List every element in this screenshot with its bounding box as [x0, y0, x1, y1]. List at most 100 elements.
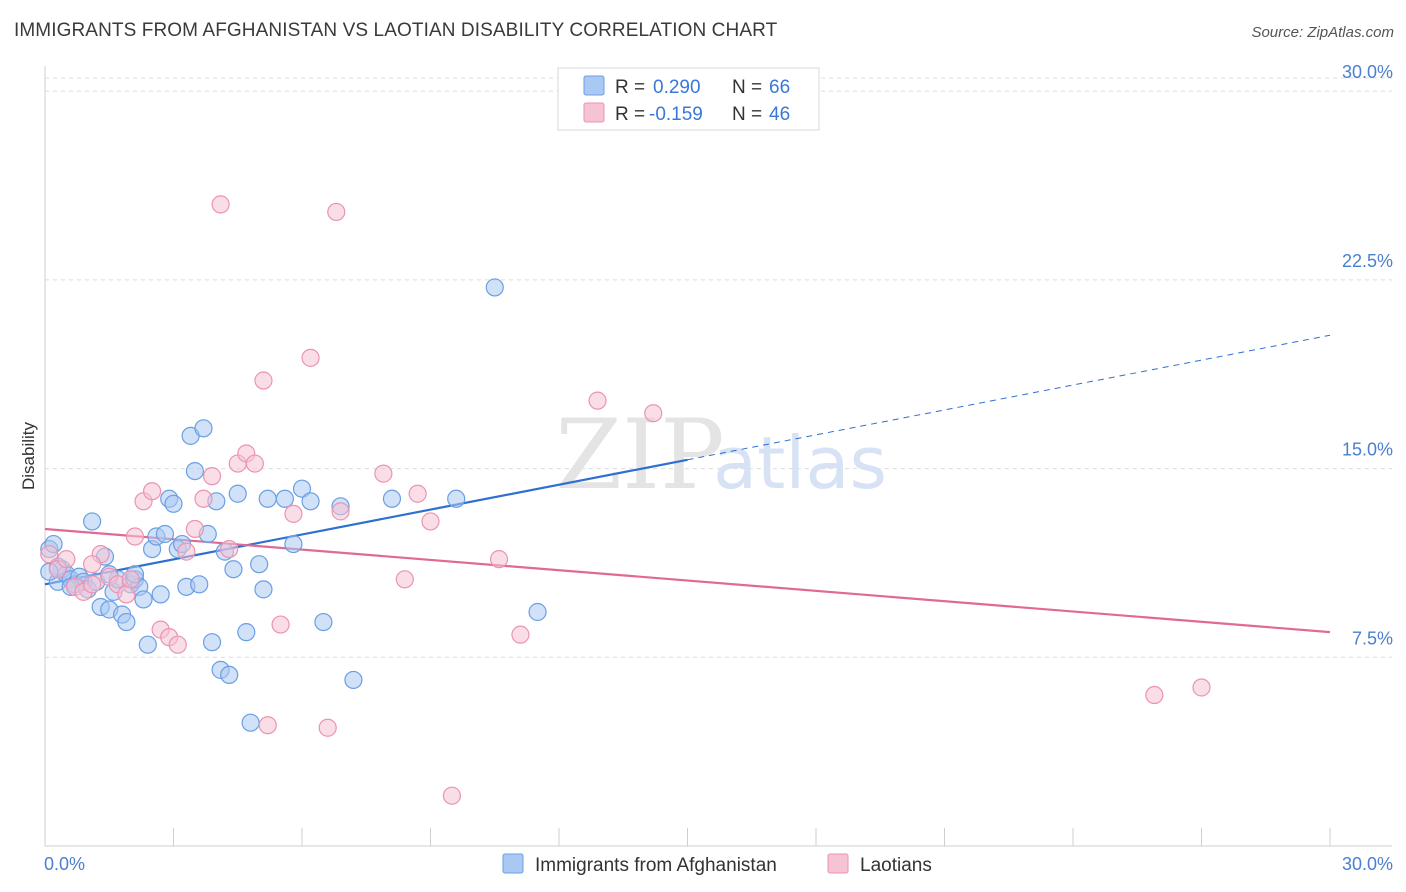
bottom-legend: Immigrants from Afghanistan Laotians	[502, 853, 932, 876]
point-laotians-26	[258, 716, 277, 735]
y-tick-label-0: 7.5%	[1352, 628, 1393, 648]
y-tick-label-2: 22.5%	[1342, 251, 1393, 271]
point-laotians-45	[83, 555, 102, 574]
trend-line-1	[44, 527, 1331, 634]
legend-n-value-1: 66	[769, 77, 790, 98]
point-afghanistan-52	[292, 479, 312, 498]
trend-line-0	[44, 458, 688, 586]
watermark: ZIP atlas	[555, 399, 887, 511]
point-laotians-16	[177, 542, 196, 561]
point-laotians-24	[245, 454, 264, 473]
watermark-atlas: atlas	[713, 421, 887, 505]
point-laotians-25	[254, 371, 273, 390]
point-afghanistan-60	[528, 602, 547, 622]
point-laotians-42	[1145, 685, 1164, 705]
y-axis-label: Disability	[19, 421, 38, 490]
trend-lines	[44, 334, 1331, 634]
point-afghanistan-45	[237, 623, 256, 642]
point-afghanistan-43	[224, 560, 243, 579]
point-laotians-10	[125, 527, 145, 546]
tick-labels: 7.5% 15.0% 22.5% 30.0% 0.0% 30.0%	[44, 62, 1393, 874]
point-afghanistan-23	[138, 635, 157, 654]
legend-n-label-1: N =	[732, 77, 762, 98]
point-laotians-21	[220, 539, 239, 559]
legend-swatch-pink	[583, 102, 605, 123]
point-laotians-39	[511, 625, 530, 644]
point-laotians-2	[57, 550, 76, 569]
point-laotians-5	[83, 575, 102, 594]
chart-title: IMMIGRANTS FROM AFGHANISTAN VS LAOTIAN D…	[14, 20, 778, 41]
point-laotians-20	[211, 195, 230, 214]
point-afghanistan-56	[344, 670, 363, 690]
bottom-legend-swatch-laotians	[827, 853, 849, 874]
point-laotians-43	[1192, 678, 1211, 697]
axes	[44, 66, 1392, 847]
point-laotians-29	[301, 348, 320, 367]
legend-n-label-2: N =	[732, 104, 762, 125]
point-laotians-32	[331, 502, 350, 521]
point-afghanistan-46	[241, 713, 260, 732]
point-afghanistan-35	[190, 575, 209, 594]
point-afghanistan-22	[134, 590, 153, 609]
legend-r-value-1: 0.290	[653, 77, 701, 98]
point-afghanistan-53	[301, 492, 320, 511]
point-laotians-9	[117, 585, 136, 604]
bottom-legend-label-afghanistan: Immigrants from Afghanistan	[535, 855, 777, 876]
point-afghanistan-54	[314, 612, 333, 632]
point-laotians-0	[40, 545, 59, 564]
point-laotians-30	[318, 718, 337, 737]
x-tick-label-0: 0.0%	[44, 854, 85, 874]
point-afghanistan-42	[220, 665, 239, 685]
x-tick-label-1: 30.0%	[1342, 854, 1393, 874]
y-tick-label-1: 15.0%	[1342, 440, 1393, 460]
point-laotians-27	[271, 615, 290, 634]
point-laotians-41	[644, 404, 663, 423]
watermark-zip: ZIP	[555, 399, 724, 511]
point-afghanistan-50	[275, 489, 294, 508]
point-laotians-36	[421, 512, 440, 531]
point-afghanistan-36	[194, 419, 213, 438]
bottom-legend-swatch-afghanistan	[502, 853, 524, 874]
point-afghanistan-27	[155, 524, 175, 544]
point-afghanistan-58	[447, 489, 466, 508]
bottom-legend-label-laotians: Laotians	[860, 855, 932, 876]
point-laotians-34	[395, 570, 414, 589]
point-laotians-33	[374, 464, 393, 483]
legend-r-value-2: -0.159	[649, 104, 703, 125]
point-laotians-12	[142, 482, 162, 501]
legend-n-value-2: 46	[769, 104, 790, 125]
point-afghanistan-51	[284, 534, 303, 554]
point-laotians-28	[284, 504, 303, 523]
point-afghanistan-34	[185, 461, 205, 481]
point-laotians-38	[489, 550, 509, 569]
point-afghanistan-10	[83, 512, 102, 531]
legend: R = 0.290 N = 66 R = -0.159 N = 46	[557, 67, 820, 131]
data-points	[40, 195, 1211, 805]
point-afghanistan-59	[485, 278, 504, 297]
point-laotians-31	[327, 202, 346, 222]
point-afghanistan-38	[202, 633, 222, 652]
point-laotians-17	[185, 519, 205, 539]
y-tick-label-3: 30.0%	[1342, 62, 1393, 82]
point-laotians-15	[168, 635, 187, 654]
point-afghanistan-48	[254, 580, 273, 599]
point-afghanistan-44	[228, 484, 247, 503]
point-afghanistan-57	[382, 489, 402, 508]
legend-swatch-blue	[583, 75, 605, 96]
point-laotians-18	[194, 489, 213, 508]
point-laotians-40	[588, 391, 607, 410]
point-afghanistan-18	[117, 612, 136, 632]
point-afghanistan-47	[250, 555, 269, 574]
legend-r-label-1: R =	[615, 77, 645, 98]
point-laotians-44	[121, 570, 140, 589]
grid-lines	[45, 77, 1392, 658]
legend-r-label-2: R =	[615, 104, 645, 125]
source-label: Source: ZipAtlas.com	[1251, 24, 1394, 41]
point-laotians-37	[442, 786, 462, 805]
point-afghanistan-49	[258, 489, 277, 508]
point-afghanistan-29	[164, 494, 183, 513]
point-laotians-19	[202, 467, 222, 486]
point-afghanistan-26	[151, 585, 170, 604]
point-laotians-35	[408, 484, 427, 503]
